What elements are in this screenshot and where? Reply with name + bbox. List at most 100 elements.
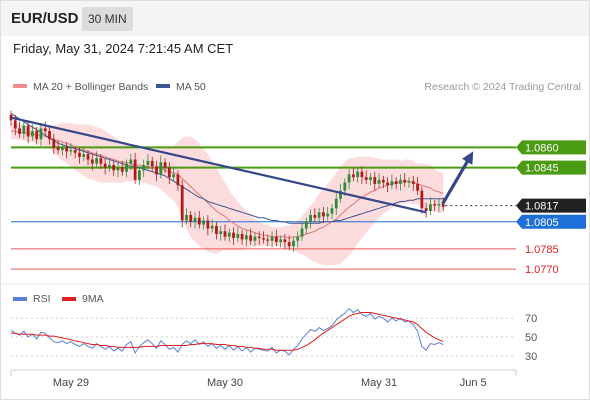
level-value: 1.0845 bbox=[525, 163, 559, 175]
candle-body bbox=[227, 232, 231, 237]
legend-label-rsi: RSI bbox=[33, 293, 51, 305]
candle-body bbox=[351, 174, 355, 178]
candle bbox=[274, 229, 278, 247]
candle bbox=[369, 173, 372, 186]
time-tick-label: May 29 bbox=[53, 377, 89, 389]
candle-body bbox=[150, 160, 154, 167]
candle bbox=[215, 221, 218, 240]
candle bbox=[227, 228, 231, 243]
rsi-tick-label: 70 bbox=[525, 313, 537, 325]
candle bbox=[185, 208, 188, 225]
candle bbox=[356, 167, 360, 183]
candle-body bbox=[206, 220, 210, 229]
level-tag bbox=[516, 214, 586, 229]
candle bbox=[330, 204, 334, 220]
candle bbox=[236, 227, 240, 243]
level-tag bbox=[516, 160, 586, 175]
candle bbox=[116, 162, 120, 178]
candle-body bbox=[18, 128, 21, 134]
candle bbox=[129, 154, 133, 171]
candle bbox=[172, 167, 176, 182]
candle bbox=[317, 208, 321, 224]
candle-body bbox=[108, 164, 111, 168]
candle bbox=[253, 232, 257, 247]
candle bbox=[283, 233, 287, 249]
legend-label-9ma: 9MA bbox=[82, 293, 104, 305]
level-value: 1.0805 bbox=[525, 217, 559, 229]
candle-body bbox=[407, 181, 411, 183]
level-value: 1.0785 bbox=[525, 244, 559, 256]
chart-header: EUR/USD 30 MIN bbox=[0, 0, 590, 36]
candle-body bbox=[197, 217, 201, 225]
candle bbox=[82, 147, 86, 161]
candle bbox=[360, 166, 364, 184]
candle bbox=[22, 121, 26, 140]
level-label-1-0785: 1.0785 bbox=[525, 244, 559, 256]
legend-label-ma50: MA 50 bbox=[176, 81, 206, 93]
candle-body bbox=[35, 131, 39, 140]
candle bbox=[18, 121, 21, 138]
candle bbox=[90, 154, 94, 171]
candle bbox=[26, 120, 30, 144]
legend-label-ma20: MA 20 + Bollinger Bands bbox=[33, 81, 148, 93]
candle-body bbox=[274, 236, 278, 243]
candle-body bbox=[155, 166, 158, 175]
candle-body bbox=[369, 177, 372, 180]
candle-body bbox=[39, 128, 43, 140]
candle bbox=[394, 177, 398, 190]
candle-body bbox=[339, 190, 342, 199]
candle-body bbox=[193, 217, 197, 222]
candle-body bbox=[163, 162, 167, 168]
candle-body bbox=[185, 215, 188, 221]
candle-body bbox=[330, 208, 334, 214]
level-tag bbox=[516, 198, 586, 213]
candle-body bbox=[112, 164, 116, 171]
candle-body bbox=[172, 174, 176, 178]
candle-body bbox=[420, 190, 424, 209]
level-label-1-0860: 1.0860 bbox=[516, 140, 586, 155]
candle bbox=[202, 216, 205, 230]
candle-body bbox=[133, 159, 137, 180]
candle bbox=[399, 174, 402, 191]
ma20-line bbox=[11, 130, 444, 239]
candle bbox=[420, 186, 424, 214]
legend-swatch-9ma bbox=[62, 297, 76, 301]
candle bbox=[73, 146, 77, 159]
level-label-1-0770: 1.0770 bbox=[525, 264, 559, 276]
candle-body bbox=[279, 239, 283, 243]
candle bbox=[155, 160, 158, 182]
candle-body bbox=[180, 185, 184, 221]
candle bbox=[386, 177, 389, 193]
candle-body bbox=[334, 198, 338, 209]
candle-body bbox=[317, 212, 321, 218]
time-tick-label: May 30 bbox=[207, 377, 243, 389]
candle bbox=[138, 166, 141, 186]
candle bbox=[56, 140, 60, 155]
candle-body bbox=[309, 215, 312, 222]
time-tick-label: Jun 5 bbox=[460, 377, 487, 389]
candle bbox=[125, 159, 128, 178]
candle bbox=[364, 170, 368, 184]
candle-body bbox=[270, 236, 274, 241]
candle bbox=[39, 123, 43, 147]
candle bbox=[296, 231, 300, 248]
candle-body bbox=[232, 232, 235, 239]
candle-body bbox=[292, 240, 295, 247]
credit-label: Research © 2024 Trading Central bbox=[424, 81, 581, 93]
candle-body bbox=[103, 163, 107, 168]
candle-body bbox=[22, 125, 26, 134]
timeframe-button[interactable]: 30 MIN bbox=[82, 7, 133, 31]
candle bbox=[304, 217, 308, 234]
candle bbox=[163, 158, 167, 174]
candle-body bbox=[142, 164, 146, 171]
candle-body bbox=[82, 154, 86, 157]
candle-body bbox=[296, 236, 300, 241]
candle-body bbox=[262, 238, 265, 240]
candle-body bbox=[189, 215, 193, 222]
candle bbox=[43, 121, 47, 136]
candle bbox=[95, 151, 98, 168]
candle-body bbox=[253, 236, 257, 241]
candle bbox=[99, 154, 103, 170]
rsi-tick-label: 50 bbox=[525, 332, 537, 344]
